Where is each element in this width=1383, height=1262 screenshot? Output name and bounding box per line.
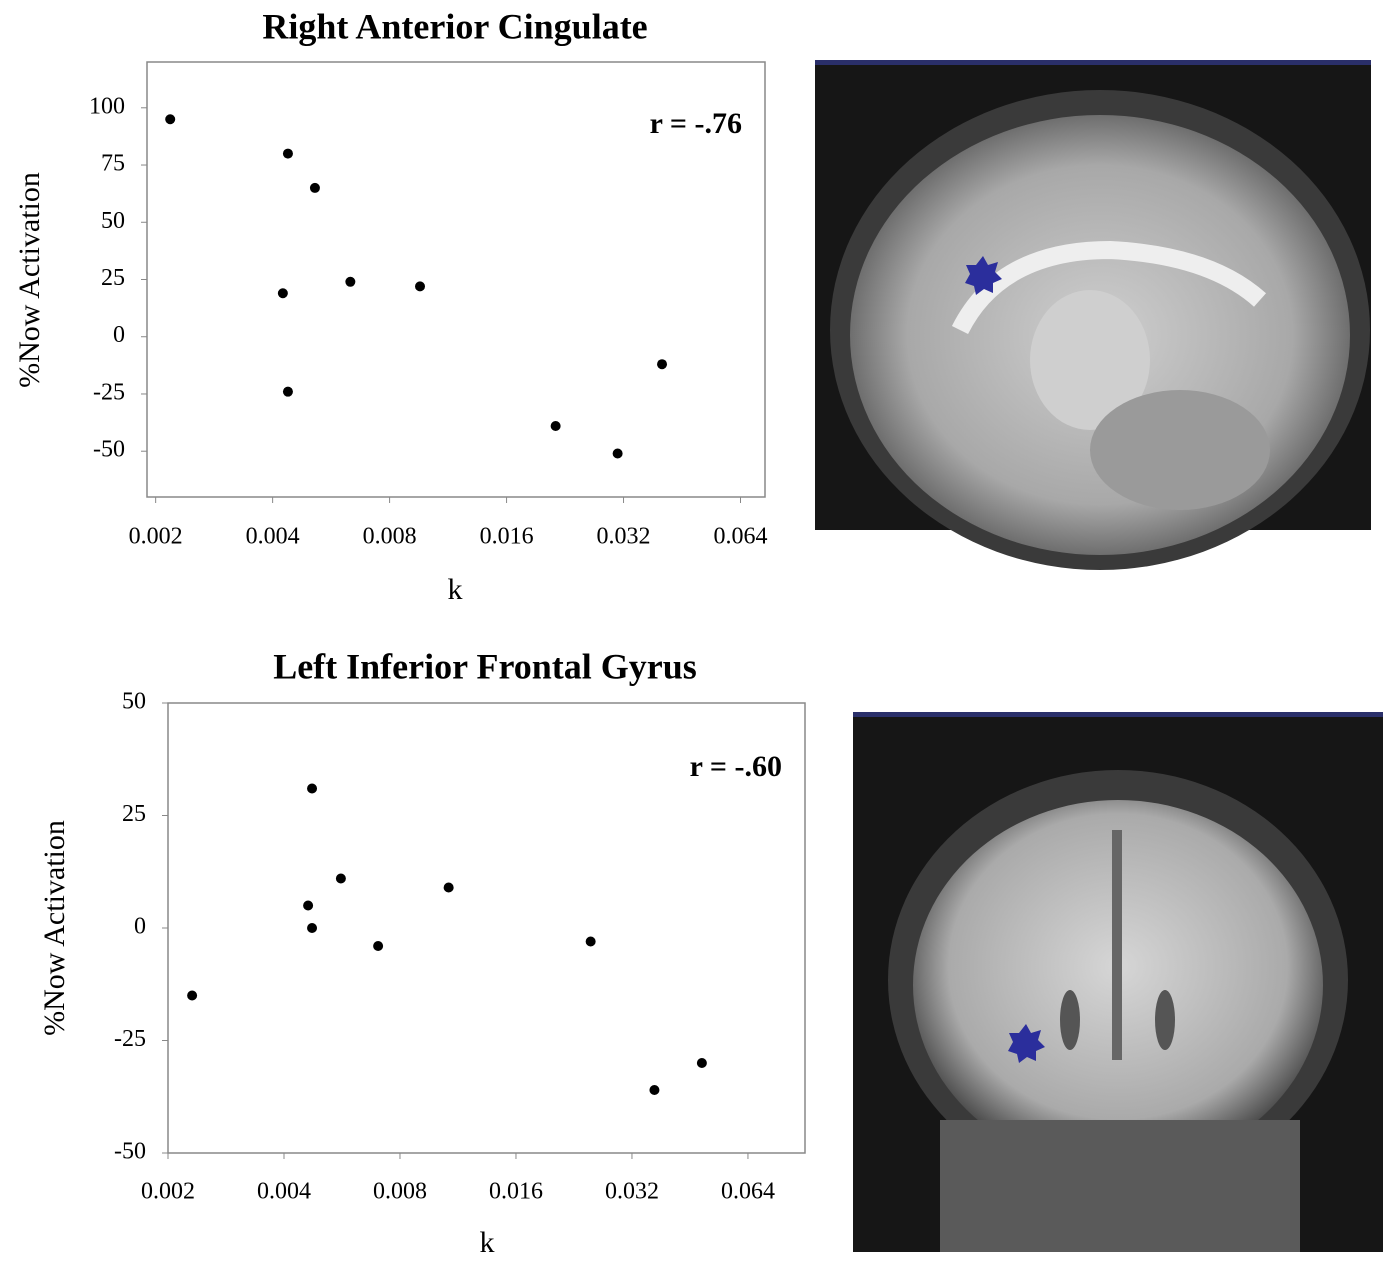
data-point [444, 883, 454, 893]
y-tick-label: 25 [101, 265, 125, 291]
x-tick-label: 0.032 [605, 1179, 659, 1205]
data-point [345, 277, 355, 287]
y-tick-label: 0 [134, 914, 146, 940]
data-point [551, 421, 561, 431]
x-tick-label: 0.004 [257, 1179, 311, 1205]
x-tick-label: 0.016 [489, 1179, 543, 1205]
data-point [307, 923, 317, 933]
chart: Left Inferior Frontal Gyrus k %Now Activat… [38, 646, 805, 1259]
y-axis-label: %Now Activation [38, 820, 71, 1036]
x-axis-label: k [480, 1226, 495, 1259]
x-tick-label: 0.008 [363, 524, 417, 550]
data-point [415, 281, 425, 291]
y-tick-label: 0 [113, 322, 125, 348]
y-tick-label: -50 [114, 1139, 146, 1165]
chart: Right Anterior Cingulate k %Now Activation… [13, 6, 768, 606]
x-tick-label: 0.064 [721, 1179, 775, 1205]
data-point [613, 449, 623, 459]
chart-title: Right Anterior Cingulate [262, 6, 647, 46]
y-axis-label: %Now Activation [13, 172, 46, 388]
data-point [586, 937, 596, 947]
x-tick-label: 0.004 [246, 524, 300, 550]
x-tick-label: 0.008 [373, 1179, 427, 1205]
y-tick-label: -50 [93, 437, 125, 463]
data-point [336, 874, 346, 884]
y-tick-label: -25 [93, 379, 125, 405]
annotation: r = -.76 [650, 107, 742, 140]
x-tick-label: 0.002 [129, 524, 183, 550]
data-point [697, 1058, 707, 1068]
data-point [657, 359, 667, 369]
data-point [310, 183, 320, 193]
y-tick-label: 50 [122, 689, 146, 715]
y-tick-label: 50 [101, 208, 125, 234]
x-tick-label: 0.016 [480, 524, 534, 550]
y-tick-label: -25 [114, 1026, 146, 1052]
data-point [165, 114, 175, 124]
coronal-brain-image [853, 712, 1383, 1252]
data-point [278, 288, 288, 298]
chart-title: Left Inferior Frontal Gyrus [273, 646, 697, 686]
data-point [373, 941, 383, 951]
data-point [303, 901, 313, 911]
sagittal-brain-image [815, 60, 1371, 570]
x-tick-label: 0.032 [597, 524, 651, 550]
data-point [187, 991, 197, 1001]
y-tick-label: 25 [122, 801, 146, 827]
data-point [283, 149, 293, 159]
y-tick-label: 75 [101, 151, 125, 177]
x-tick-label: 0.002 [141, 1179, 195, 1205]
data-point [307, 784, 317, 794]
x-axis-label: k [448, 573, 463, 606]
data-point [649, 1085, 659, 1095]
annotation: r = -.60 [690, 750, 782, 783]
x-tick-label: 0.064 [714, 524, 768, 550]
figure: Right Anterior Cingulate k %Now Activation… [0, 0, 1383, 1262]
y-tick-label: 100 [89, 93, 125, 119]
data-point [283, 387, 293, 397]
